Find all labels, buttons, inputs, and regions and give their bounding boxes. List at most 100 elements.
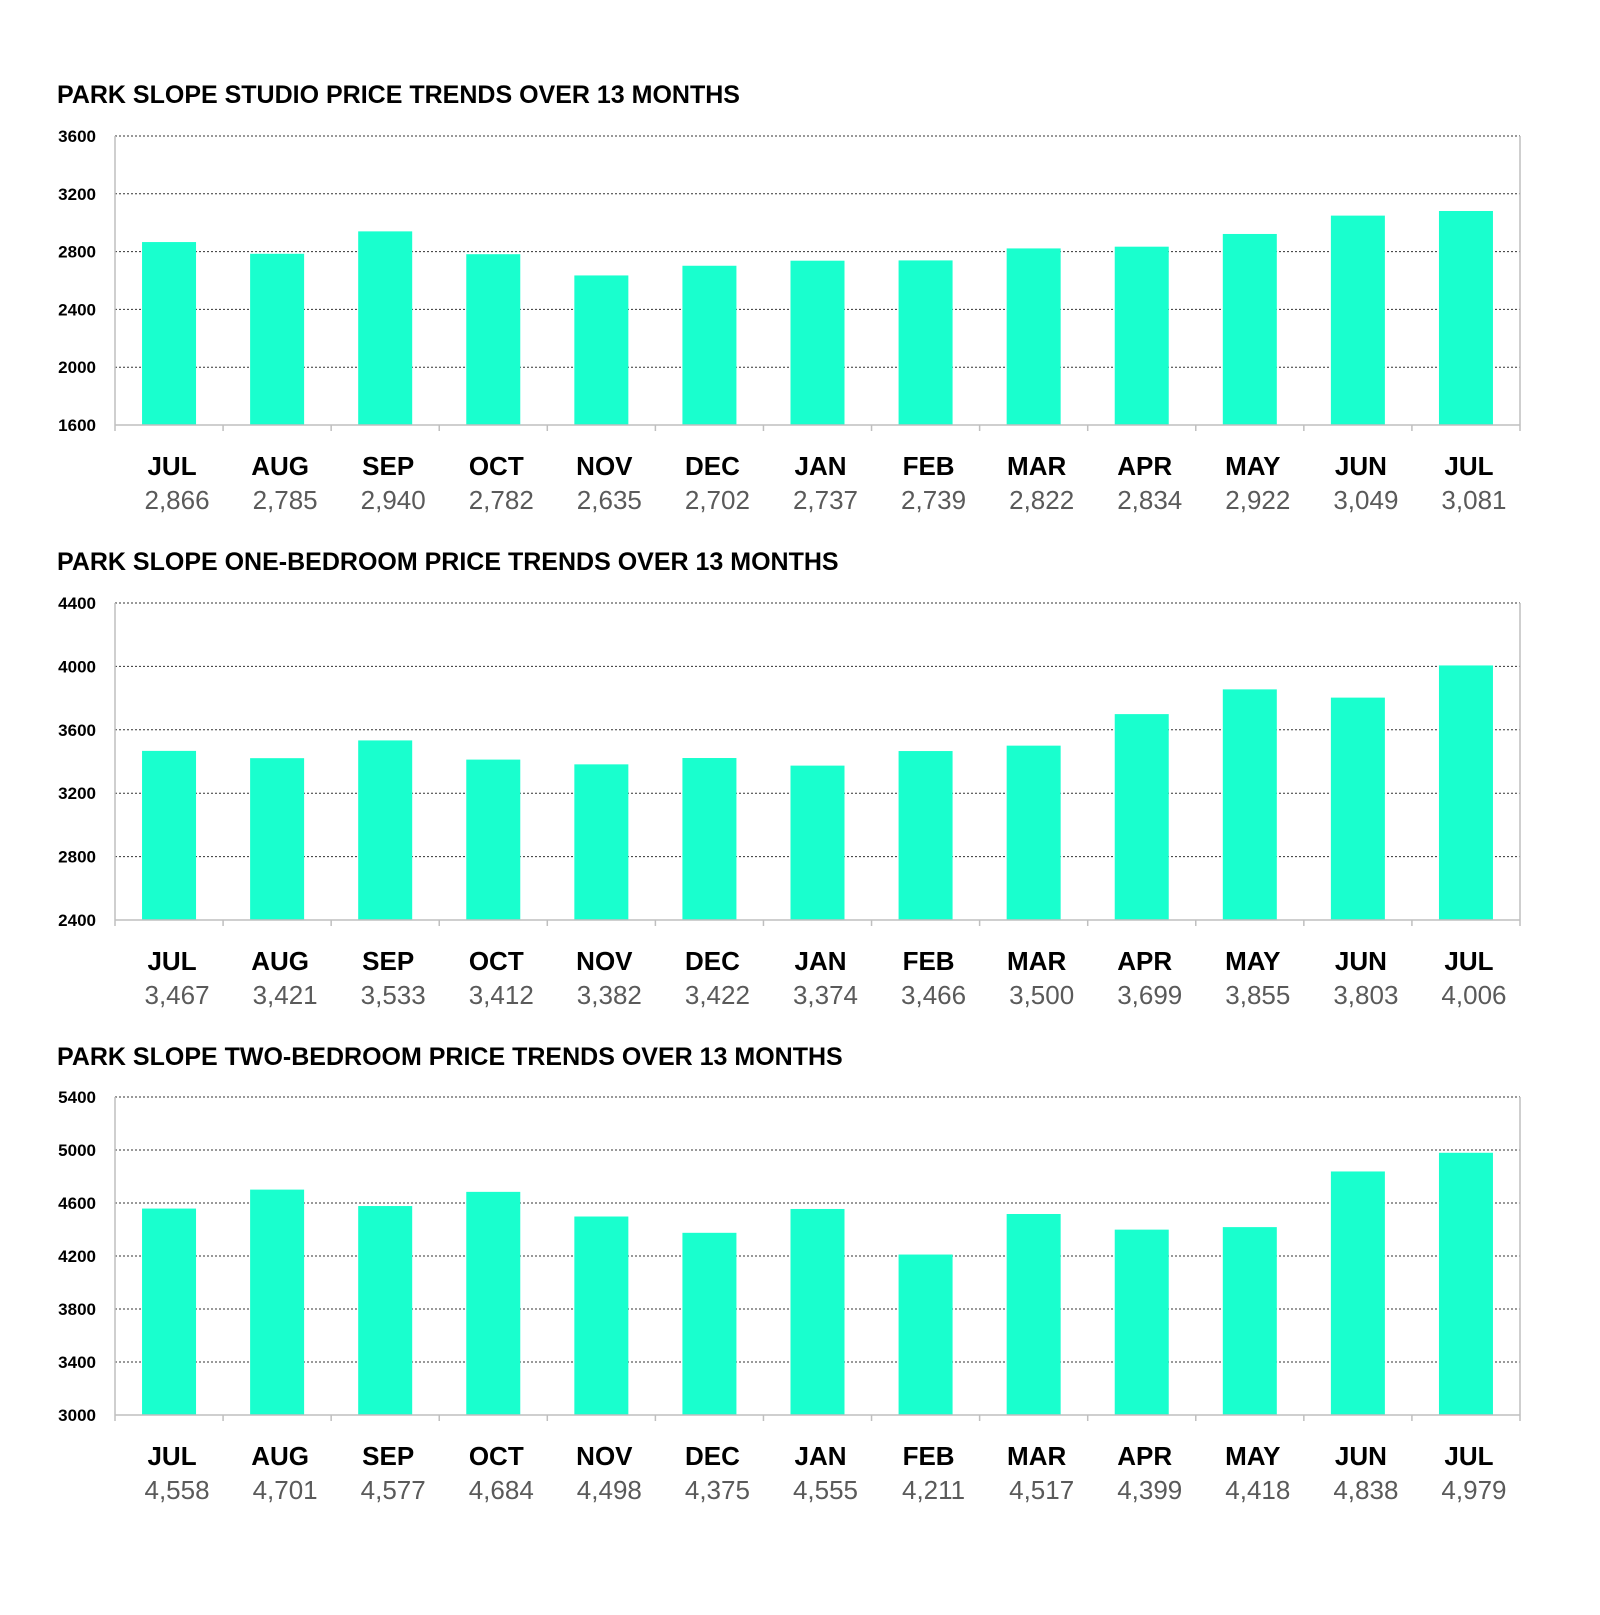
value-label: 4,418 [1225,1475,1290,1505]
category-label: APR [1117,451,1172,481]
chart-title: PARK SLOPE STUDIO PRICE TRENDS OVER 13 M… [57,81,740,109]
y-tick-label: 4400 [58,594,96,613]
category-label: JUL [147,946,196,976]
chart-title: PARK SLOPE TWO-BEDROOM PRICE TRENDS OVER… [57,1043,843,1071]
value-label: 2,737 [793,485,858,515]
value-label: 2,782 [469,485,534,515]
bar [358,231,413,425]
y-tick-label: 3600 [58,127,96,146]
category-label: JUL [1444,946,1493,976]
category-label: FEB [903,946,955,976]
value-label: 2,940 [361,485,426,515]
value-label: 4,558 [144,1475,209,1505]
value-label: 4,838 [1333,1475,1398,1505]
category-label: MAR [1007,1441,1066,1471]
value-label: 3,533 [361,980,426,1010]
bar [1222,1227,1277,1415]
y-tick-label: 2400 [58,911,96,930]
bar [1006,745,1061,920]
category-label: JUN [1335,451,1387,481]
category-label: AUG [251,1441,309,1471]
bar [1222,233,1277,425]
bar [1438,1152,1493,1415]
y-tick-label: 4200 [58,1247,96,1266]
category-label: OCT [469,1441,524,1471]
category-label: DEC [685,1441,740,1471]
y-tick-label: 1600 [58,416,96,435]
category-label: MAY [1225,451,1280,481]
y-tick-label: 2000 [58,358,96,377]
category-label: AUG [251,451,309,481]
category-label: DEC [685,451,740,481]
bar [1006,1213,1061,1415]
bar [1222,689,1277,920]
y-tick-label: 5000 [58,1141,96,1160]
value-label: 2,635 [577,485,642,515]
category-label: SEP [362,451,414,481]
value-label: 4,979 [1441,1475,1506,1505]
category-label: NOV [576,946,633,976]
chart-3: PARK SLOPE TWO-BEDROOM PRICE TRENDS OVER… [57,1043,1521,1505]
category-label: JUL [147,1441,196,1471]
y-tick-label: 2400 [58,300,96,319]
y-tick-label: 3600 [58,721,96,740]
bar [790,1208,845,1415]
category-label: SEP [362,1441,414,1471]
bar [142,1208,197,1415]
value-label: 3,466 [901,980,966,1010]
category-label: NOV [576,451,633,481]
bar [466,1191,521,1415]
value-label: 4,498 [577,1475,642,1505]
category-label: SEP [362,946,414,976]
y-tick-label: 5400 [58,1088,96,1107]
value-label: 2,739 [901,485,966,515]
category-label: JUL [1444,451,1493,481]
bar [790,765,845,920]
value-label: 3,421 [253,980,318,1010]
category-label: JUN [1335,1441,1387,1471]
bar [466,254,521,425]
value-label: 4,375 [685,1475,750,1505]
value-label: 3,500 [1009,980,1074,1010]
bar [250,758,305,920]
category-label: DEC [685,946,740,976]
bar [682,758,737,920]
category-label: MAY [1225,946,1280,976]
bar [574,1216,629,1415]
bar [574,275,629,425]
bar [790,260,845,425]
value-label: 4,701 [253,1475,318,1505]
value-label: 3,049 [1333,485,1398,515]
y-tick-label: 3800 [58,1300,96,1319]
bar [1438,210,1493,425]
value-label: 2,866 [144,485,209,515]
bar [574,764,629,920]
category-label: AUG [251,946,309,976]
bar [1114,1229,1169,1415]
y-tick-label: 2800 [58,243,96,262]
value-label: 3,467 [144,980,209,1010]
value-label: 4,517 [1009,1475,1074,1505]
bar [1006,248,1061,425]
bar [1330,215,1385,425]
value-label: 4,399 [1117,1475,1182,1505]
bar [1330,697,1385,920]
category-label: FEB [903,451,955,481]
y-tick-label: 4600 [58,1194,96,1213]
bar [1330,1171,1385,1415]
category-label: NOV [576,1441,633,1471]
chart-1: PARK SLOPE STUDIO PRICE TRENDS OVER 13 M… [57,81,1521,515]
category-label: JAN [794,946,846,976]
value-label: 2,785 [253,485,318,515]
value-label: 3,374 [793,980,858,1010]
category-label: JUL [147,451,196,481]
bar [358,740,413,920]
value-label: 2,702 [685,485,750,515]
bar [682,1232,737,1415]
category-label: APR [1117,1441,1172,1471]
y-tick-label: 3200 [58,185,96,204]
value-label: 4,555 [793,1475,858,1505]
bar [682,265,737,425]
